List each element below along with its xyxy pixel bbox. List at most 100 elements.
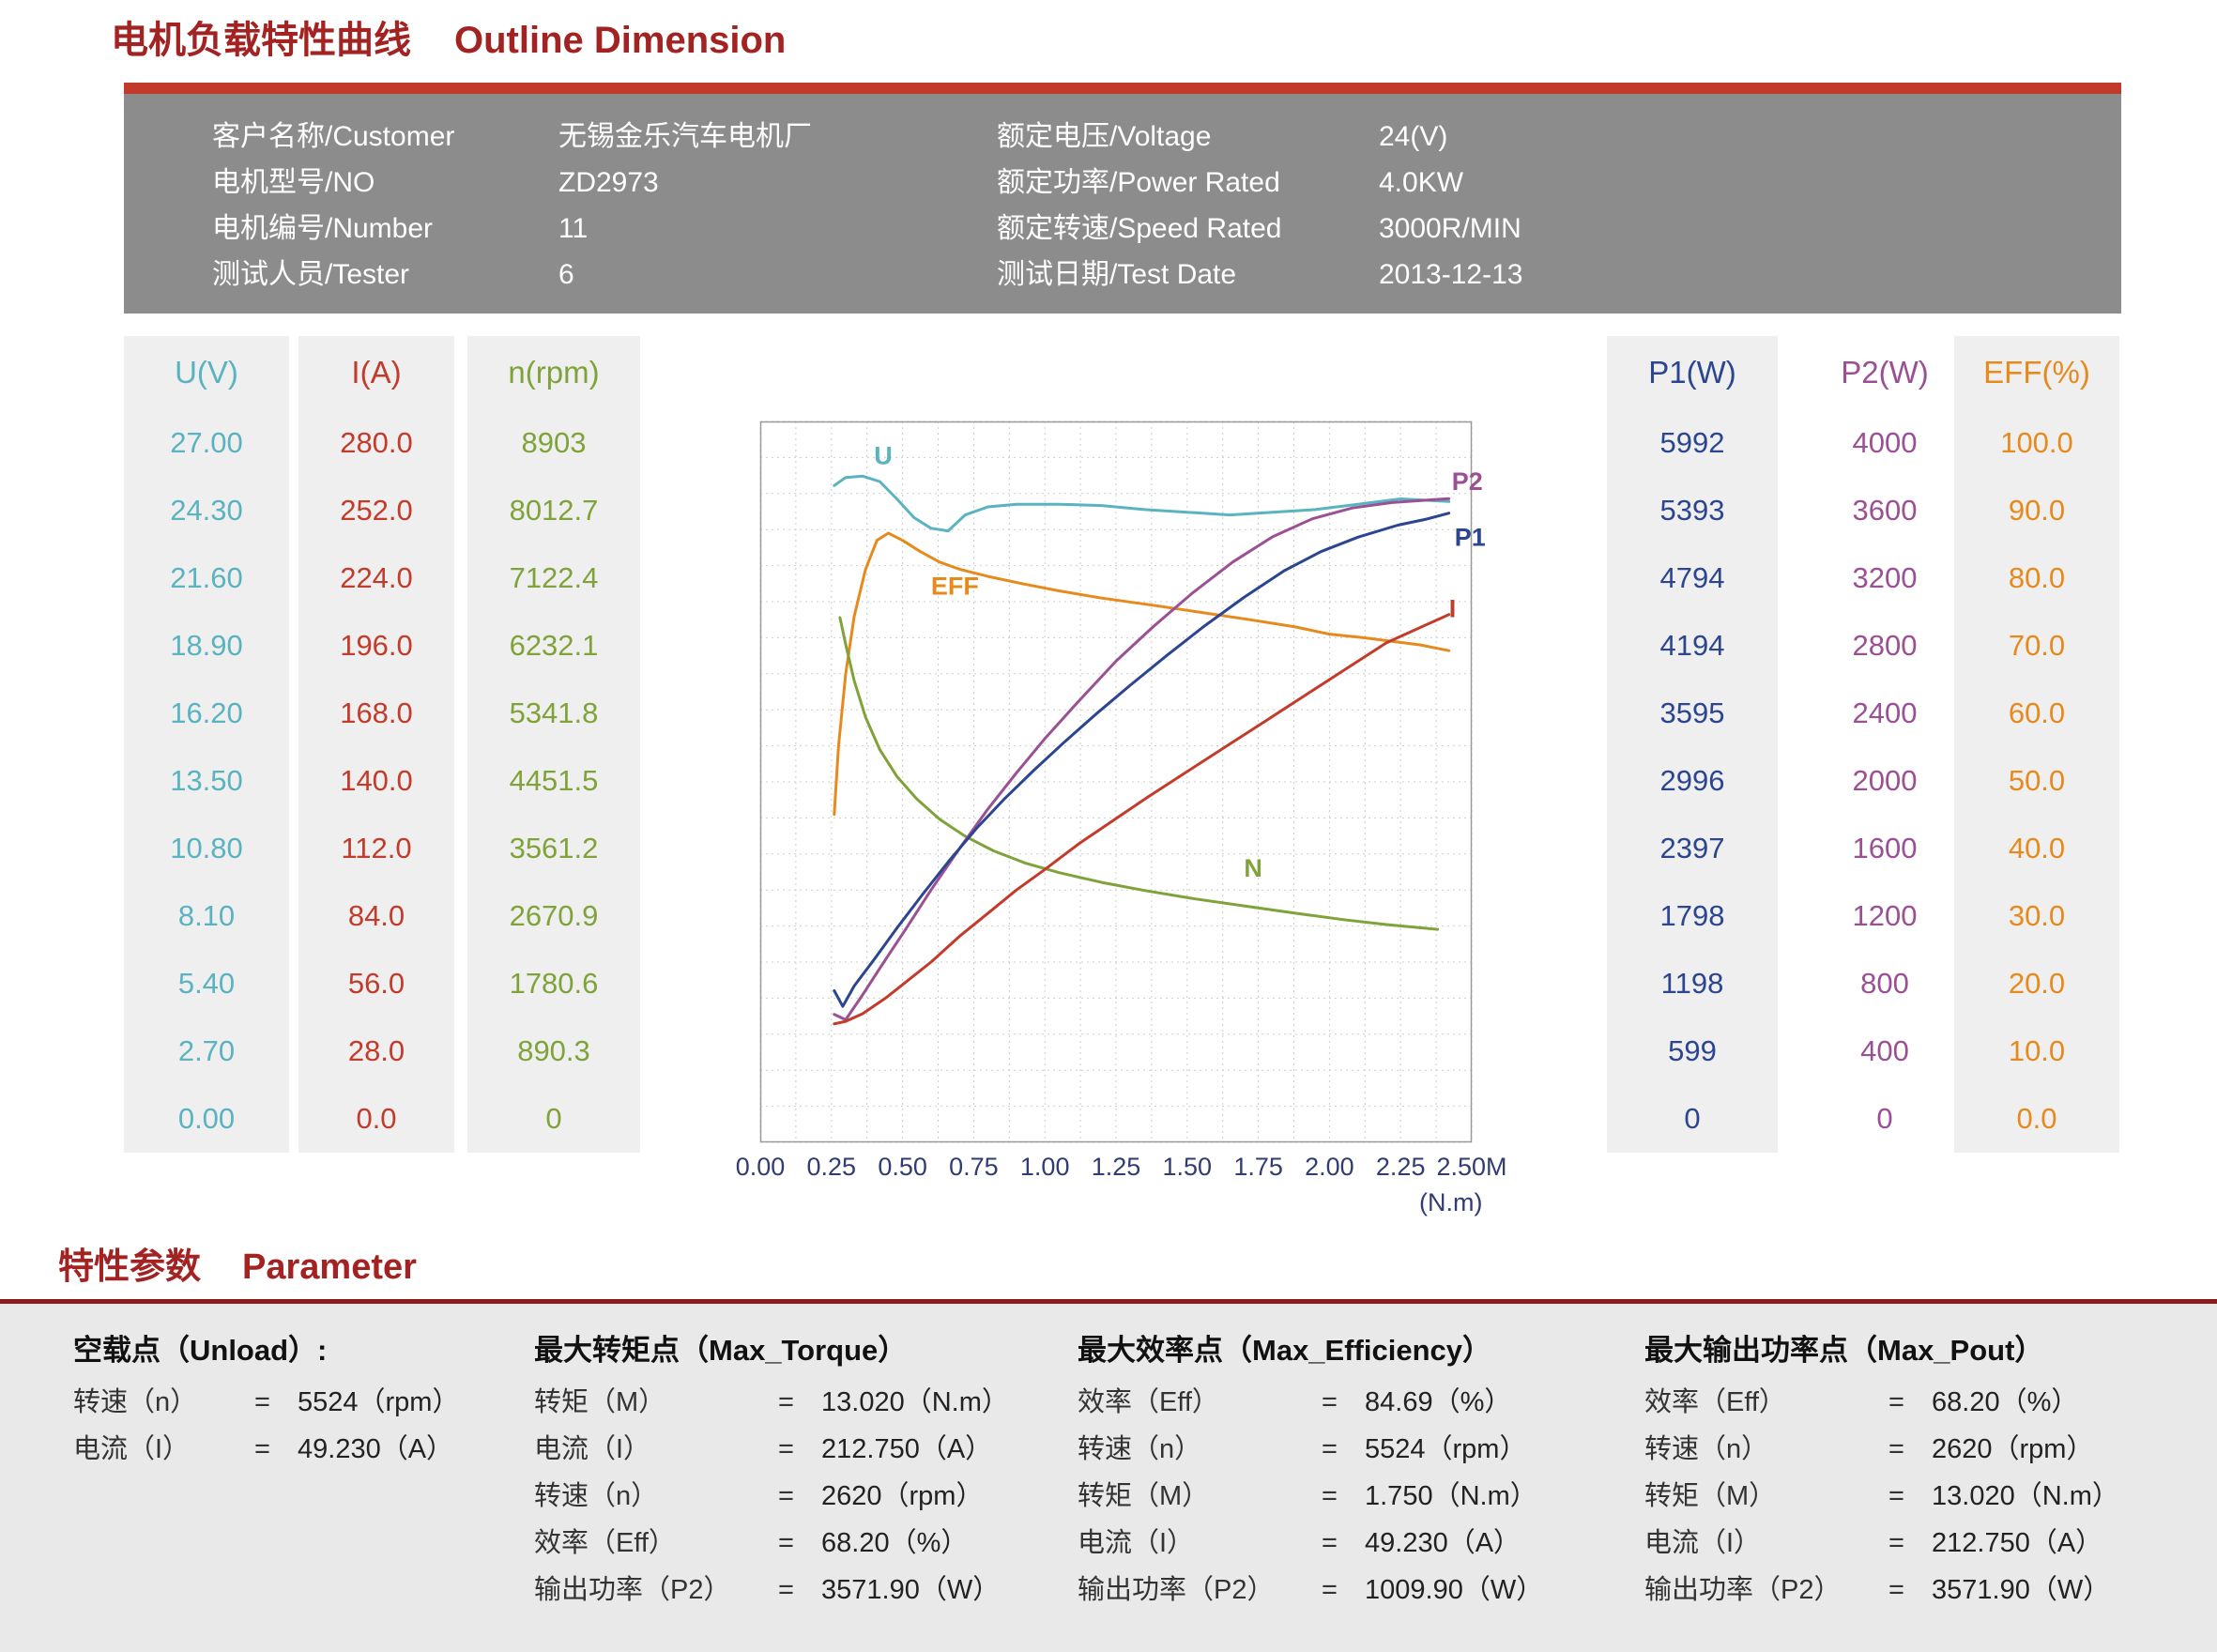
param-label: 电流（I） xyxy=(73,1434,191,1464)
param-value: 5524（rpm） xyxy=(1365,1434,1527,1464)
curve-label-p1: P1 xyxy=(1455,523,1486,551)
table-cell: 4194 xyxy=(1659,629,1725,662)
info-value-customer: 无锡金乐汽车电机厂 xyxy=(558,121,812,152)
table-cell: 70.0 xyxy=(2008,629,2066,662)
page-title-en: Outline Dimension xyxy=(454,20,787,61)
x-tick: 1.25 xyxy=(1091,1153,1141,1181)
param-label: 转速（n） xyxy=(73,1387,198,1417)
info-value-power-rated: 4.0KW xyxy=(1379,167,1464,198)
axis-column-voltage: U(V) 27.00 24.30 21.60 18.90 16.20 13.50 10.80 8… xyxy=(124,336,289,1153)
info-row: 客户名称/Customer 无锡金乐汽车电机厂 额定电压/Voltage 24(… xyxy=(124,116,2121,158)
x-tick: 1.75 xyxy=(1233,1153,1283,1181)
axis-column-speed: n(rpm) 8903 8012.7 7122.4 6232.1 5341.8 4451.5… xyxy=(467,336,640,1153)
table-cell: 2.70 xyxy=(177,1034,236,1067)
param-group-max-efficiency: 最大效率点（Max_Efficiency） 效率（Eff） = 84.69（%） 转速（… xyxy=(1078,1328,1543,1614)
table-cell: 2996 xyxy=(1659,764,1725,797)
param-row: 转速（n） = 2620（rpm） xyxy=(1644,1426,2119,1473)
param-row: 转速（n） = 5524（rpm） xyxy=(73,1379,459,1426)
x-tick: 2.50M xyxy=(1436,1153,1507,1181)
table-cell: 100.0 xyxy=(2000,426,2073,459)
param-label: 电流（I） xyxy=(1078,1528,1195,1558)
axis-column-input-power: P1(W) 5992 5393 4794 4194 3595 2996 2397 1798 119… xyxy=(1607,336,1778,1153)
info-value-speed-rated: 3000R/MIN xyxy=(1379,213,1521,244)
curve-eff xyxy=(833,531,1451,817)
param-row: 效率（Eff） = 84.69（%） xyxy=(1078,1379,1543,1426)
table-cell: 252.0 xyxy=(340,494,413,527)
column-header: EFF(%) xyxy=(1983,355,2090,390)
x-tick: 2.00 xyxy=(1305,1153,1354,1181)
param-row: 转速（n） = 5524（rpm） xyxy=(1078,1426,1543,1473)
table-cell: 84.0 xyxy=(347,899,405,932)
table-cell: 28.0 xyxy=(347,1034,405,1067)
param-value: 68.20（%） xyxy=(1932,1387,2079,1417)
axis-column-output-power: P2(W) 4000 3600 3200 2800 2400 2000 1600 1200 800… xyxy=(1806,336,1964,1153)
table-cell: 0.00 xyxy=(177,1102,236,1135)
param-label: 转速（n） xyxy=(534,1481,659,1511)
param-value: 68.20（%） xyxy=(821,1528,969,1558)
table-cell: 1780.6 xyxy=(509,967,599,1000)
table-cell: 1798 xyxy=(1659,899,1725,932)
param-row: 电流（I） = 49.230（A） xyxy=(1078,1520,1543,1567)
table-cell: 400 xyxy=(1860,1034,1909,1067)
info-row: 测试人员/Tester 6 测试日期/Test Date 2013-12-13 xyxy=(124,254,2121,296)
table-cell: 5341.8 xyxy=(509,696,599,729)
table-cell: 5393 xyxy=(1659,494,1725,527)
param-label: 转矩（M） xyxy=(1078,1481,1210,1511)
table-cell: 80.0 xyxy=(2008,561,2066,594)
table-cell: 2670.9 xyxy=(509,899,599,932)
param-label: 转矩（M） xyxy=(534,1387,666,1417)
param-value: 3571.90（W） xyxy=(821,1575,1001,1605)
equals-sign: = xyxy=(254,1434,270,1464)
info-value-model: ZD2973 xyxy=(558,167,659,198)
load-curve-chart: U EFF N P2 P1 I xyxy=(759,421,1486,1143)
parameter-divider xyxy=(0,1299,2217,1304)
param-row: 输出功率（P2） = 3571.90（W） xyxy=(534,1567,1009,1614)
param-value: 1.750（N.m） xyxy=(1365,1481,1537,1511)
curve-label-i: I xyxy=(1449,595,1457,623)
info-label-test-date: 测试日期/Test Date xyxy=(997,259,1237,290)
param-label: 转矩（M） xyxy=(1644,1481,1777,1511)
param-value: 49.230（A） xyxy=(1365,1528,1521,1558)
param-value: 13.020（N.m） xyxy=(821,1387,1009,1417)
page-title-zh: 电机负载特性曲线 xyxy=(111,20,411,61)
x-tick: 0.50 xyxy=(878,1153,927,1181)
table-cell: 50.0 xyxy=(2008,764,2066,797)
x-tick: 0.75 xyxy=(949,1153,999,1181)
column-header: P2(W) xyxy=(1841,355,1929,390)
table-cell: 800 xyxy=(1860,967,1909,1000)
table-cell: 7122.4 xyxy=(509,561,599,594)
load-curve-chart-svg: U EFF N P2 P1 I xyxy=(759,421,1486,1143)
column-header: n(rpm) xyxy=(508,355,600,390)
table-cell: 3200 xyxy=(1852,561,1918,594)
equals-sign: = xyxy=(1322,1528,1338,1558)
parameter-section-title: 特性参数 Parameter xyxy=(58,1237,417,1289)
curve-p2 xyxy=(833,497,1451,1021)
param-group-title: 最大转矩点（Max_Torque） xyxy=(534,1334,908,1367)
table-cell: 0 xyxy=(1876,1102,1893,1135)
x-tick: 0.00 xyxy=(735,1153,786,1181)
table-cell: 21.60 xyxy=(170,561,243,594)
param-label: 电流（I） xyxy=(1644,1528,1762,1558)
param-row: 输出功率（P2） = 3571.90（W） xyxy=(1644,1567,2119,1614)
param-value: 212.750（A） xyxy=(821,1434,993,1464)
x-axis-unit: (N.m) xyxy=(1419,1188,1483,1216)
table-cell: 2000 xyxy=(1852,764,1918,797)
equals-sign: = xyxy=(1322,1434,1338,1464)
param-row: 转速（n） = 2620（rpm） xyxy=(534,1473,1009,1520)
table-cell: 2800 xyxy=(1852,629,1918,662)
parameter-panel: 空载点（Unload）: 转速（n） = 5524（rpm） 电流（I） = 49.230（… xyxy=(0,1304,2217,1652)
info-label-customer: 客户名称/Customer xyxy=(212,121,455,152)
table-cell: 0 xyxy=(1684,1102,1701,1135)
param-value: 2620（rpm） xyxy=(1932,1434,2094,1464)
x-tick: 0.25 xyxy=(806,1153,857,1181)
table-cell: 0 xyxy=(545,1102,562,1135)
equals-sign: = xyxy=(1888,1387,1904,1417)
table-cell: 5.40 xyxy=(177,967,236,1000)
axis-column-efficiency: EFF(%) 100.0 90.0 80.0 70.0 60.0 50.0 40.0 30.0 2… xyxy=(1954,336,2119,1153)
table-cell: 3600 xyxy=(1852,494,1918,527)
table-cell: 40.0 xyxy=(2008,832,2066,864)
param-row: 电流（I） = 49.230（A） xyxy=(73,1426,459,1473)
table-cell: 280.0 xyxy=(340,426,413,459)
curve-label-u: U xyxy=(874,442,893,470)
